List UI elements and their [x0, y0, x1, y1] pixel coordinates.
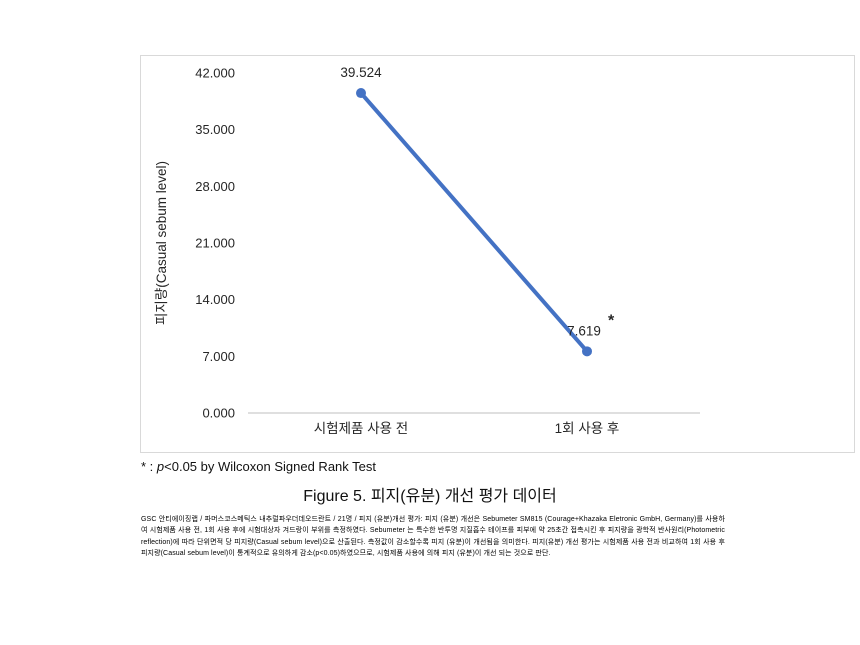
y-tick-label: 42.000	[195, 66, 235, 81]
y-tick-label: 35.000	[195, 122, 235, 137]
data-point-label: 7.619	[567, 323, 601, 338]
y-axis-title: 피지량(Casual sebum level)	[154, 161, 169, 325]
trend-line	[359, 91, 589, 354]
y-tick-label: 21.000	[195, 236, 235, 251]
figure-caption: Figure 5. 피지(유분) 개선 평가 데이터	[303, 488, 557, 505]
significance-footnote: * : p<0.05 by Wilcoxon Signed Rank Test	[141, 459, 376, 474]
x-category-label: 시험제품 사용 전	[314, 421, 408, 436]
data-point-marker	[582, 346, 592, 357]
footnote-marker: * :	[141, 459, 157, 474]
footnote-text: <0.05 by Wilcoxon Signed Rank Test	[164, 459, 376, 474]
y-tick-label: 28.000	[195, 179, 235, 194]
y-tick-label: 0.000	[202, 406, 235, 421]
data-point-label: 39.524	[340, 65, 382, 80]
significance-asterisk: *	[608, 312, 615, 329]
sebum-line-chart: 0.000 7.000 14.000 21.000 28.000 35.000 42.000…	[140, 55, 855, 453]
chart-canvas: 0.000 7.000 14.000 21.000 28.000 35.000 42.000…	[154, 65, 700, 436]
data-point-marker	[356, 88, 366, 99]
figure-description: GSC 안티에이징랩 / 파머스코스메틱스 내추럴파우더데오드란트 / 21명 …	[141, 516, 725, 557]
footnote-p-symbol: p	[156, 459, 165, 474]
y-tick-label: 14.000	[195, 292, 235, 307]
x-category-label: 1회 사용 후	[555, 421, 620, 436]
y-tick-label: 7.000	[202, 349, 235, 364]
